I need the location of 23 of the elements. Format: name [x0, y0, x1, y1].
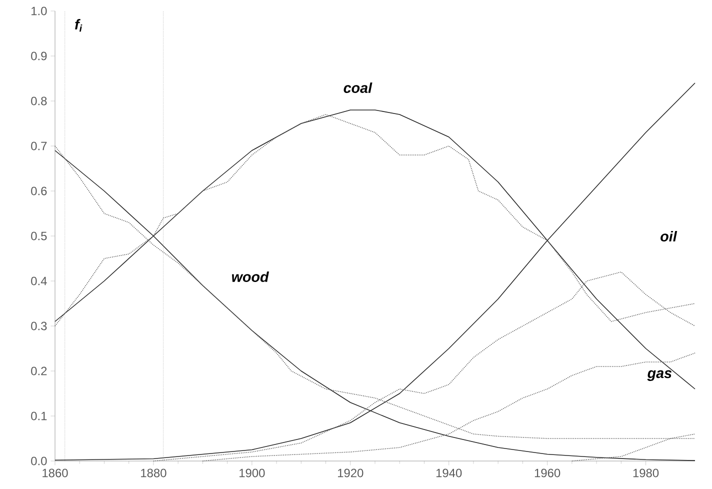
y-tick-label: 0.9 [31, 52, 47, 60]
annotation: coal [344, 82, 372, 93]
y-tick-label: 0.0 [31, 456, 47, 466]
x-tick-label: 1860 [42, 468, 68, 478]
y-tick-label: 0.3 [31, 322, 47, 330]
annotation: wood [232, 271, 270, 282]
y-tick-label: 0.4 [31, 276, 47, 286]
x-tick-label: 1940 [436, 468, 462, 478]
x-tick-label: 1980 [633, 468, 659, 478]
y-tick-label: 0.6 [31, 186, 47, 196]
x-tick-label: 1920 [338, 468, 364, 478]
x-tick-label: 1880 [141, 468, 166, 478]
y-tick-label: 0.5 [31, 232, 47, 240]
y-tick-label: 0.7 [31, 142, 47, 150]
annotation: oil [660, 230, 678, 242]
y-tick-label: 0.2 [31, 366, 47, 376]
text: f$_{i}$ [75, 19, 82, 32]
annotation: gas [647, 370, 672, 381]
x-tick-label: 1960 [534, 468, 560, 478]
y-tick-label: 1.0 [32, 6, 47, 16]
y-tick-label: 0.8 [31, 96, 47, 106]
y-tick-label: 0.1 [31, 412, 47, 420]
x-tick-label: 1900 [240, 468, 265, 478]
